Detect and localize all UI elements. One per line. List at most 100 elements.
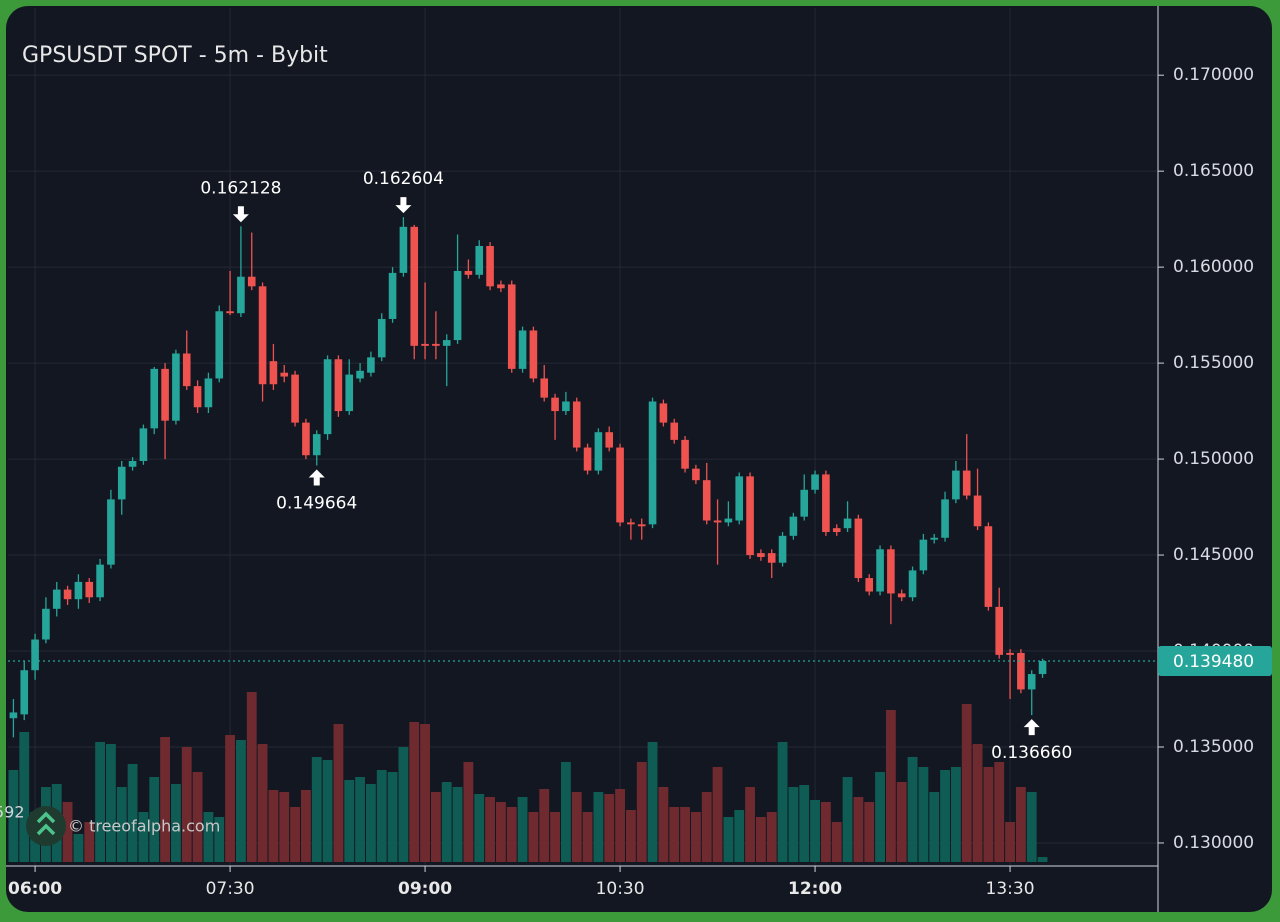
- y-tick-label: 0.160000: [1173, 257, 1254, 277]
- volume-bar: [138, 812, 149, 862]
- candle-body: [822, 474, 830, 533]
- volume-bar: [214, 817, 225, 862]
- last-price-badge: [1158, 646, 1272, 677]
- volume-bar: [864, 802, 875, 862]
- x-tick-label: 13:30: [986, 879, 1035, 899]
- annotation-arrow: [232, 206, 249, 223]
- volume-bar: [550, 812, 560, 862]
- candle-body: [746, 476, 754, 556]
- candle-body: [291, 374, 299, 423]
- volume-bar: [636, 762, 647, 862]
- candle-body: [941, 499, 949, 538]
- annotation-arrow: [1023, 719, 1040, 736]
- candle-body: [85, 581, 94, 598]
- candle-body: [605, 432, 614, 448]
- volume-bar: [723, 817, 734, 862]
- volume-bar: [734, 810, 745, 862]
- volume-bar: [290, 807, 300, 862]
- volume-bar: [95, 742, 105, 862]
- volume-bar: [311, 757, 322, 862]
- candle-body: [735, 476, 744, 521]
- candle-body: [302, 422, 310, 456]
- candle-body: [832, 528, 841, 533]
- candle-body: [9, 712, 18, 719]
- annotation-arrow: [395, 197, 412, 214]
- volume-bar: [420, 724, 430, 862]
- chart-title: GPSUSDT SPOT - 5m - Bybit: [22, 43, 328, 68]
- volume-bar: [149, 777, 160, 862]
- annotation-arrow: [308, 469, 325, 486]
- volume-bar: [398, 747, 409, 862]
- annotation-label: 0.162128: [200, 178, 281, 198]
- volume-bar: [517, 797, 528, 862]
- volume-bar: [365, 784, 376, 862]
- candle-body: [908, 570, 917, 598]
- candle-body: [215, 311, 224, 379]
- volume-bar: [712, 767, 723, 862]
- candle-body: [572, 401, 581, 448]
- volume-bar: [604, 794, 615, 862]
- cropped-label: 592: [0, 803, 25, 822]
- volume-bar: [842, 777, 853, 862]
- volume-bar: [430, 792, 441, 862]
- volume-bar: [615, 789, 625, 862]
- candle-body: [627, 522, 635, 525]
- volume-bar: [73, 834, 84, 862]
- volume-bar: [885, 710, 896, 862]
- candle-body: [962, 470, 971, 496]
- volume-bar: [300, 790, 311, 862]
- volume-bar: [160, 737, 170, 862]
- candle-body: [594, 432, 603, 471]
- candle-body: [778, 535, 787, 563]
- candle-body: [529, 330, 538, 379]
- candle-body: [637, 524, 646, 527]
- volume-bar: [983, 767, 994, 862]
- volume-bar: [235, 740, 246, 862]
- candle-body: [312, 434, 321, 456]
- volume-bar: [647, 742, 658, 862]
- candle-body: [702, 480, 711, 521]
- candle-body: [377, 318, 386, 358]
- candle-body: [399, 226, 408, 273]
- candle-body: [800, 489, 809, 517]
- candle-body: [356, 370, 364, 379]
- volume-bar: [203, 812, 214, 862]
- volume-bar: [1037, 857, 1048, 862]
- volume-bar: [333, 724, 344, 862]
- candle-body: [442, 340, 451, 346]
- candle-body: [876, 549, 884, 592]
- candle-body: [887, 549, 895, 594]
- candle-body: [507, 284, 516, 369]
- volume-layer: [8, 692, 1048, 862]
- overlay-layer: 0.162128 0.162604 0.149664 0.136660: [8, 169, 1158, 763]
- candle-body: [323, 359, 332, 435]
- y-tick-label: 0.135000: [1173, 737, 1254, 757]
- candle-body: [464, 270, 473, 275]
- volume-bar: [755, 817, 766, 862]
- volume-bar: [701, 792, 712, 862]
- y-tick-label: 0.130000: [1173, 833, 1254, 853]
- candle-body: [551, 397, 559, 412]
- y-tick-label: 0.150000: [1173, 449, 1254, 469]
- last-price-label: 0.139480: [1173, 652, 1254, 672]
- candle-body: [128, 460, 137, 467]
- annotation-label: 0.149664: [276, 494, 357, 514]
- candle-body: [854, 518, 863, 579]
- x-tick-label: 09:00: [398, 879, 452, 899]
- volume-bar: [376, 770, 387, 862]
- volume-bar: [181, 747, 192, 862]
- y-tick-label: 0.165000: [1173, 161, 1254, 181]
- volume-bar: [680, 807, 690, 862]
- candle-body: [843, 518, 852, 529]
- volume-bar: [387, 772, 398, 862]
- candle-body: [984, 526, 993, 607]
- volume-bar: [766, 812, 777, 862]
- candle-body: [388, 272, 397, 319]
- x-tick-label: 12:00: [788, 879, 842, 899]
- candle-body: [193, 386, 202, 408]
- volume-bar: [463, 762, 474, 862]
- candle-body: [226, 311, 234, 314]
- volume-bar: [344, 780, 355, 862]
